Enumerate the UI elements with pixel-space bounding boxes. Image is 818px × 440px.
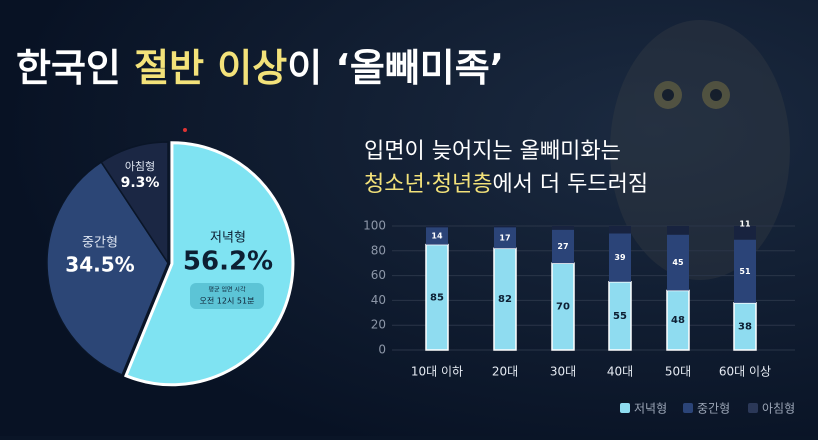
bar-value-label: 51 [739, 267, 751, 276]
bar-title: 입면이 늦어지는 올빼미화는 [364, 139, 621, 164]
slice-name: 아침형 [125, 160, 155, 173]
bar-value-label: 11 [739, 220, 751, 229]
bar-value-label: 39 [614, 253, 626, 262]
x-tick-label: 10대 이하 [411, 365, 463, 379]
bar-segment [734, 239, 756, 303]
bar-chart: 0 20 40 60 80 100 10대 이하 85 14 20대 82 17 30대 70 27 40대 5… [363, 219, 795, 416]
bar-segment [609, 226, 631, 234]
bar-value-label: 55 [613, 311, 627, 322]
slice-name: 저녁형 [210, 231, 246, 246]
bar-value-label: 27 [557, 242, 568, 251]
y-tick-label: 80 [371, 243, 386, 257]
y-tick-label: 0 [378, 343, 386, 357]
bar-value-label: 14 [431, 231, 443, 240]
dot [183, 128, 187, 132]
bar-segment [666, 289, 690, 351]
bar-segment [667, 234, 689, 291]
x-tick-label: 50대 [665, 365, 691, 379]
bar-segment [494, 227, 516, 249]
legend-swatch [683, 403, 693, 413]
bar-segment [734, 226, 756, 240]
title: 한국인 절반 이상이 ‘올빼미족’ [16, 46, 504, 90]
bar-value-label: 70 [556, 302, 570, 313]
legend-swatch [620, 403, 630, 413]
bar-segment [667, 226, 689, 235]
y-tick-label: 20 [371, 318, 386, 332]
bar-segment [552, 229, 574, 264]
y-tick-label: 100 [363, 219, 386, 233]
pie-slice [46, 161, 169, 376]
owl-decoration [610, 20, 790, 280]
title-end: 이 ‘올빼미족’ [287, 46, 504, 90]
legend-label: 저녁형 [634, 402, 667, 416]
slice-value: 9.3% [121, 175, 160, 191]
annotation-line: 평균 입면 시각 [209, 286, 246, 294]
slice-value: 56.2% [183, 247, 273, 277]
bar-subtitle-highlight: 청소년·청년층 [364, 172, 492, 197]
bar-segment [426, 226, 448, 228]
legend-label: 중간형 [697, 402, 730, 416]
bar-value-label: 82 [498, 294, 512, 305]
y-tick-label: 60 [371, 268, 386, 282]
y-tick-label: 40 [371, 293, 386, 307]
bar-value-label: 48 [671, 315, 685, 326]
bar-segment [494, 226, 516, 228]
slice-value: 34.5% [65, 253, 134, 277]
bar-segment [552, 226, 574, 230]
title-start: 한국인 [16, 46, 134, 90]
bar-subtitle: 에서 더 두드러짐 [492, 172, 648, 197]
bar-value-label: 38 [738, 321, 752, 332]
bar-value-label: 85 [430, 292, 444, 303]
annotation-box [190, 283, 264, 309]
legend-swatch [748, 403, 758, 413]
pie-slice [100, 141, 169, 266]
x-tick-label: 20대 [492, 365, 518, 379]
x-tick-label: 60대 이상 [719, 365, 771, 379]
slice-name: 중간형 [82, 236, 118, 251]
annotation-line: 오전 12시 51분 [200, 296, 255, 306]
bar-value-label: 45 [672, 258, 684, 267]
legend-label: 아침형 [762, 402, 795, 416]
title-highlight: 절반 이상 [134, 46, 287, 90]
x-tick-label: 40대 [607, 365, 633, 379]
bar-subtitle-line: 청소년·청년층에서 더 두드러짐 [364, 172, 648, 197]
bar-segment [609, 233, 631, 282]
pie-slice [124, 141, 295, 387]
bar-segment [426, 227, 448, 245]
bar-value-label: 17 [499, 233, 510, 242]
x-tick-label: 30대 [550, 365, 576, 379]
